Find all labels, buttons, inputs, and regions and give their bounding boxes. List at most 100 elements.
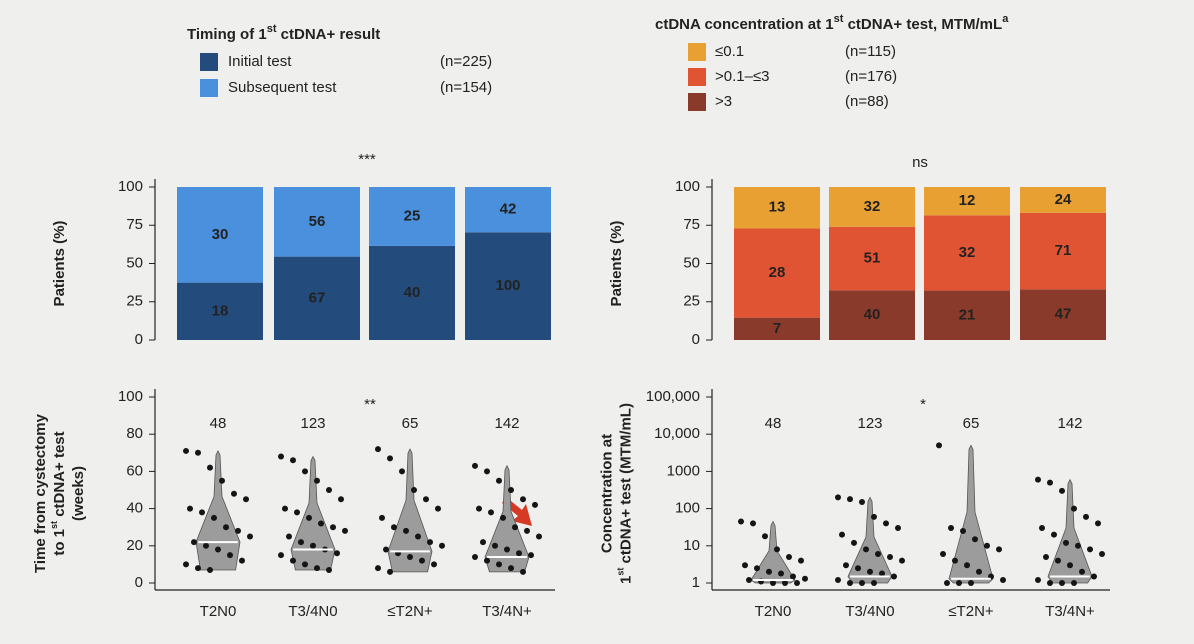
legend-swatch	[200, 79, 218, 97]
data-point	[1047, 580, 1053, 586]
data-point	[1063, 539, 1069, 546]
data-point	[984, 542, 990, 549]
data-point	[520, 568, 526, 575]
data-point	[492, 542, 498, 549]
y-tick-label: 40	[126, 500, 143, 517]
data-point	[782, 580, 788, 586]
x-tick-label: T2N0	[200, 603, 237, 620]
bar-count-label: 56	[309, 213, 326, 230]
data-point	[879, 570, 885, 577]
bar-count-label: 71	[1055, 242, 1072, 259]
x-tick-label: ≤T2N+	[948, 603, 994, 620]
y-tick-label: 25	[683, 293, 700, 310]
legend-label: >3	[715, 93, 732, 110]
data-point	[895, 525, 901, 532]
data-point	[326, 487, 332, 493]
data-point	[231, 490, 237, 497]
legend-label: Initial test	[228, 53, 292, 70]
bar-count-label: 32	[959, 244, 976, 261]
data-point	[1071, 580, 1077, 586]
bar-count-label: 24	[1055, 191, 1072, 208]
legend-swatch	[688, 68, 706, 86]
data-point	[952, 557, 958, 564]
data-point	[215, 546, 221, 553]
data-point	[508, 487, 514, 493]
bar-segment	[734, 187, 820, 229]
text-part: Time from cystectomy	[32, 413, 49, 573]
data-point	[302, 561, 308, 568]
significance-label: ns	[912, 154, 928, 171]
data-point	[859, 499, 865, 506]
data-point	[387, 455, 393, 462]
data-point	[403, 527, 409, 534]
text-part: ctDNA+ result	[277, 26, 381, 43]
data-point	[183, 561, 189, 568]
data-point	[1039, 525, 1045, 532]
y-tick-label: 1	[692, 574, 700, 591]
data-point	[766, 568, 772, 575]
data-point	[439, 542, 445, 549]
bar-segment	[924, 290, 1010, 340]
data-point	[375, 565, 381, 572]
group-count-label: 48	[210, 415, 227, 432]
data-point	[183, 447, 189, 454]
data-point	[855, 565, 861, 572]
data-point	[415, 533, 421, 540]
data-point	[1000, 577, 1006, 584]
group-count-label: 142	[1057, 415, 1082, 432]
text-part: Patients (%)	[51, 221, 68, 307]
data-point	[742, 562, 748, 569]
significance-label: *	[920, 396, 926, 413]
data-point	[1051, 531, 1057, 538]
y-tick-label: 75	[126, 216, 143, 233]
superscript: a	[1002, 13, 1009, 25]
data-point	[282, 505, 288, 512]
data-point	[520, 496, 526, 503]
data-point	[899, 557, 905, 564]
data-point	[883, 520, 889, 527]
data-point	[419, 557, 425, 564]
bar-segment	[829, 226, 915, 291]
data-point	[1035, 577, 1041, 584]
y-tick-label: 100	[675, 178, 700, 195]
group-count-label: 65	[963, 415, 980, 432]
bar-segment	[829, 187, 915, 227]
data-point	[528, 552, 534, 559]
data-point	[871, 513, 877, 520]
data-point	[338, 496, 344, 503]
group-count-label: 123	[300, 415, 325, 432]
data-point	[484, 557, 490, 564]
data-point	[472, 553, 478, 560]
y-axis-label: 1st ctDNA+ test (MTM/mL)	[616, 403, 635, 584]
data-point	[211, 514, 217, 521]
data-point	[1047, 479, 1053, 486]
legend-label: >0.1–≤3	[715, 68, 770, 85]
y-tick-label: 25	[126, 293, 143, 310]
data-point	[375, 446, 381, 453]
legend-count: (n=176)	[845, 68, 897, 85]
legend-label: Subsequent test	[228, 79, 337, 96]
data-point	[964, 562, 970, 569]
x-tick-label: T3/4N0	[288, 603, 337, 620]
bar-segment	[465, 232, 551, 340]
x-tick-label: T3/4N+	[1045, 603, 1095, 620]
data-point	[996, 546, 1002, 553]
data-point	[278, 552, 284, 559]
bar-segment	[369, 187, 455, 246]
data-point	[342, 527, 348, 534]
bar-count-label: 42	[500, 201, 517, 218]
y-tick-label: 1000	[667, 462, 700, 479]
superscript: st	[616, 568, 626, 576]
data-point	[750, 520, 756, 527]
data-point	[972, 536, 978, 543]
bar-count-label: 7	[773, 320, 781, 337]
data-point	[847, 580, 853, 586]
data-point	[203, 542, 209, 549]
data-point	[480, 539, 486, 546]
bar-segment	[177, 187, 263, 283]
text-part: Timing of 1	[187, 26, 267, 43]
data-point	[976, 568, 982, 575]
data-point	[786, 553, 792, 560]
data-point	[302, 468, 308, 475]
